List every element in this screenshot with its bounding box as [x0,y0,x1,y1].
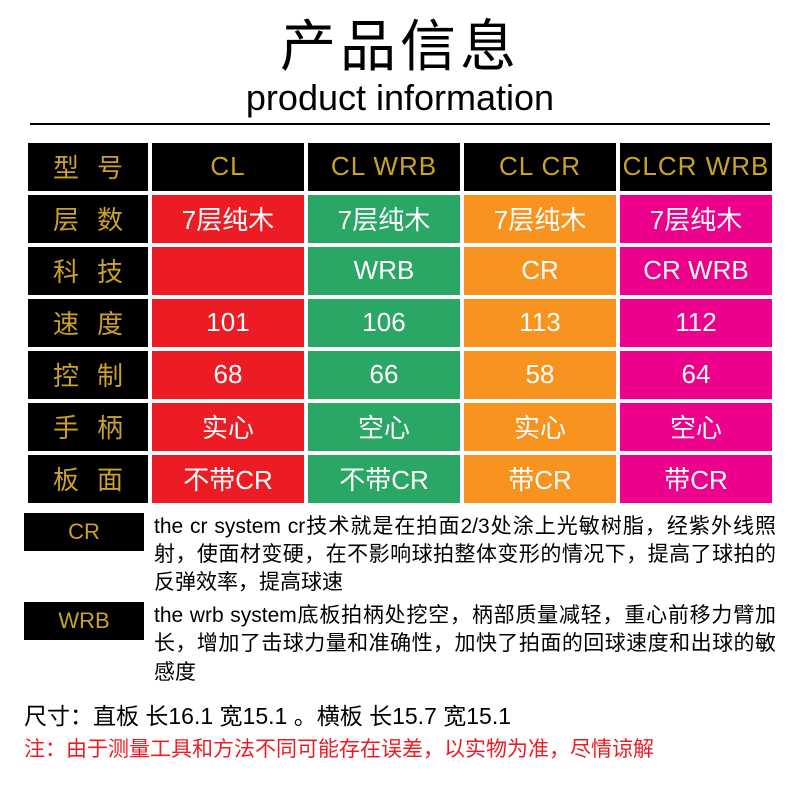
row-label: 层数 [28,195,148,243]
note-row-wrb: WRB the wrb system底板拍柄处挖空，柄部质量减轻，重心前移力臂加… [24,602,776,687]
note-badge-wrb: WRB [24,602,144,640]
row-label: 手柄 [28,403,148,451]
table-cell: CR [464,247,616,295]
table-cell: 不带CR [152,455,304,503]
warning-line: 注：由于测量工具和方法不同可能存在误差，以实物为准，尽情谅解 [24,733,776,763]
table-cell: 带CR [620,455,772,503]
table-cell: 64 [620,351,772,399]
table-row: 速度101106113112 [28,299,772,347]
title-en: product information [30,77,770,125]
col-header: CLCR WRB [620,143,772,191]
table-cell: 7层纯木 [152,195,304,243]
table-cell: 空心 [308,403,460,451]
row-label: 科技 [28,247,148,295]
col-header: CL [152,143,304,191]
table-cell: 7层纯木 [308,195,460,243]
row-label: 板面 [28,455,148,503]
table-cell: WRB [308,247,460,295]
table-cell: 101 [152,299,304,347]
row-label-model: 型号 [28,143,148,191]
col-header: CL CR [464,143,616,191]
table-cell: 58 [464,351,616,399]
table-cell: 带CR [464,455,616,503]
col-header: CL WRB [308,143,460,191]
table-cell: 113 [464,299,616,347]
table-cell: 106 [308,299,460,347]
note-badge-cr: CR [24,513,144,551]
table-row: 手柄实心空心实心空心 [28,403,772,451]
table-row: 科技 WRBCRCR WRB [28,247,772,295]
table-cell: CR WRB [620,247,772,295]
table-row: 层数7层纯木7层纯木7层纯木7层纯木 [28,195,772,243]
note-text-wrb: the wrb system底板拍柄处挖空，柄部质量减轻，重心前移力臂加长，增加… [154,602,776,687]
table-cell: 68 [152,351,304,399]
table-cell: 不带CR [308,455,460,503]
table-cell: 7层纯木 [464,195,616,243]
title-cn: 产品信息 [24,18,776,77]
table-header-row: 型号 CL CL WRB CL CR CLCR WRB [28,143,772,191]
note-text-cr: the cr system cr技术就是在拍面2/3处涂上光敏树脂，经紫外线照射… [154,513,776,598]
table-cell [152,247,304,295]
table-row: 板面不带CR不带CR带CR带CR [28,455,772,503]
spec-table: 型号 CL CL WRB CL CR CLCR WRB 层数7层纯木7层纯木7层… [24,139,776,507]
table-cell: 实心 [152,403,304,451]
notes-section: CR the cr system cr技术就是在拍面2/3处涂上光敏树脂，经紫外… [24,513,776,687]
note-row-cr: CR the cr system cr技术就是在拍面2/3处涂上光敏树脂，经紫外… [24,513,776,598]
row-label: 控制 [28,351,148,399]
table-row: 控制68665864 [28,351,772,399]
table-cell: 112 [620,299,772,347]
row-label: 速度 [28,299,148,347]
size-line: 尺寸：直板 长16.1 宽15.1 。横板 长15.7 宽15.1 [24,697,776,731]
table-cell: 66 [308,351,460,399]
table-cell: 7层纯木 [620,195,772,243]
table-cell: 空心 [620,403,772,451]
table-cell: 实心 [464,403,616,451]
